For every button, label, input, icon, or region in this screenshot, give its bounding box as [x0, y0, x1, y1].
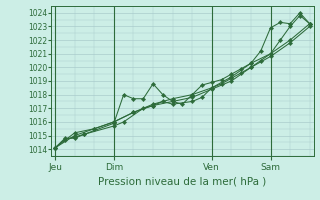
X-axis label: Pression niveau de la mer( hPa ): Pression niveau de la mer( hPa )	[98, 176, 267, 186]
